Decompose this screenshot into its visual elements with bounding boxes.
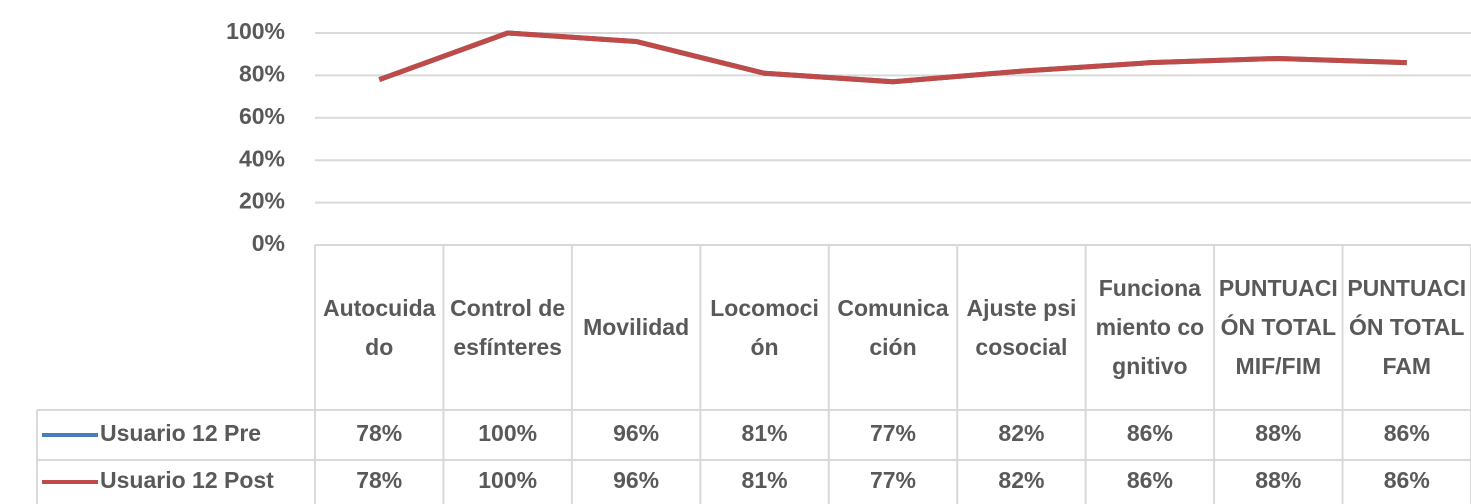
table-value: 96% bbox=[613, 420, 659, 446]
y-tick-label: 40% bbox=[239, 145, 285, 171]
category-cell: Movilidad bbox=[583, 314, 690, 340]
y-tick-label: 100% bbox=[226, 18, 285, 44]
legend-label: Usuario 12 Pre bbox=[100, 420, 261, 446]
x-tick-label: Movilidad bbox=[583, 314, 690, 340]
x-tick-label: Control de esfínteres bbox=[450, 294, 566, 360]
table-value: 81% bbox=[742, 420, 788, 446]
table-value: 81% bbox=[742, 467, 788, 493]
table-value: 88% bbox=[1255, 420, 1301, 446]
y-tick-label: 80% bbox=[239, 60, 285, 86]
table-value: 100% bbox=[478, 467, 537, 493]
y-tick-label: 20% bbox=[239, 188, 285, 214]
category-cell: Locomoción bbox=[710, 294, 819, 360]
category-cell: PUNTUACIÓN TOTAL FAM bbox=[1347, 275, 1467, 379]
category-cell: Ajuste psicosocial bbox=[966, 294, 1077, 360]
table-value: 86% bbox=[1127, 420, 1173, 446]
table-value: 77% bbox=[870, 420, 916, 446]
table-value: 77% bbox=[870, 467, 916, 493]
category-cell: Autocuidado bbox=[322, 294, 436, 360]
series-line bbox=[378, 30, 1407, 85]
table-value: 86% bbox=[1384, 467, 1430, 493]
table-value: 86% bbox=[1384, 420, 1430, 446]
x-tick-label: Funcionamiento cognitivo bbox=[1095, 275, 1205, 379]
x-tick-label: PUNTUACIÓN TOTAL MIF/FIM bbox=[1218, 275, 1338, 379]
category-cell: PUNTUACIÓN TOTAL MIF/FIM bbox=[1218, 275, 1338, 379]
category-cell: Funcionamiento cognitivo bbox=[1095, 275, 1205, 379]
table-value: 82% bbox=[998, 467, 1044, 493]
x-tick-label: Locomoción bbox=[710, 294, 819, 360]
table-value: 96% bbox=[613, 467, 659, 493]
table-value: 100% bbox=[478, 420, 537, 446]
table-value: 86% bbox=[1127, 467, 1173, 493]
x-tick-label: Autocuidado bbox=[322, 294, 436, 360]
legend-label: Usuario 12 Post bbox=[100, 467, 274, 493]
y-tick-label: 0% bbox=[252, 230, 285, 256]
x-tick-label: PUNTUACIÓN TOTAL FAM bbox=[1347, 275, 1467, 379]
x-tick-label: Ajuste psicosocial bbox=[966, 294, 1077, 360]
category-cell: Comunicación bbox=[837, 294, 949, 360]
table-value: 78% bbox=[356, 467, 402, 493]
category-cell: Control de esfínteres bbox=[450, 294, 566, 360]
table-value: 78% bbox=[356, 420, 402, 446]
table-value: 82% bbox=[998, 420, 1044, 446]
x-tick-label: Comunicación bbox=[837, 294, 949, 360]
table-value: 88% bbox=[1255, 467, 1301, 493]
y-tick-label: 60% bbox=[239, 103, 285, 129]
